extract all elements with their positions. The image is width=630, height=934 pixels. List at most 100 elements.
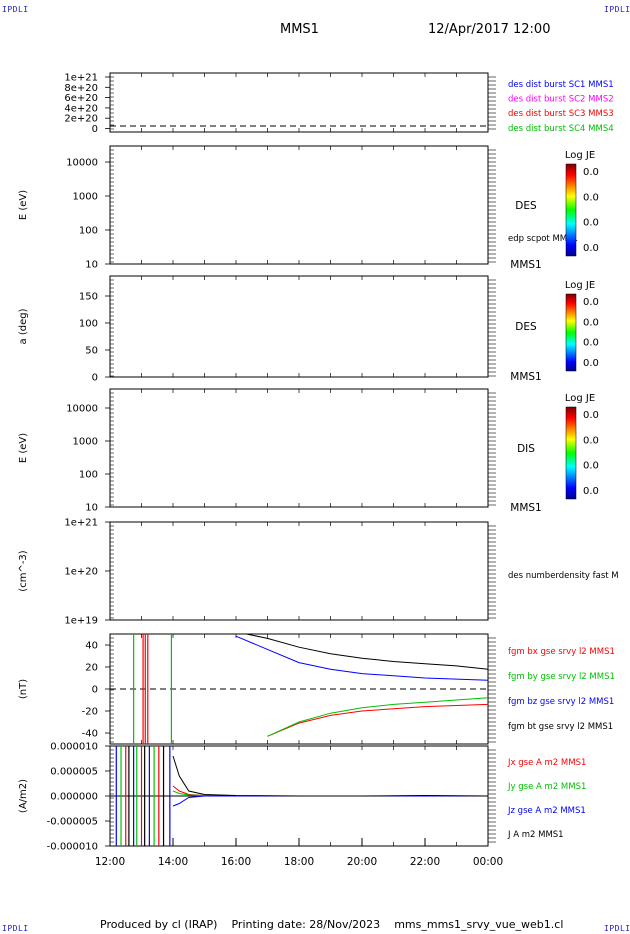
y-tick-label: 50 (85, 346, 98, 357)
y-tick-label: 10000 (66, 404, 98, 415)
y-axis-label: (cm^-3) (18, 550, 29, 591)
colorbar (565, 293, 577, 372)
y-tick-label: 100 (79, 470, 98, 481)
legend-entry: des numberdensity fast M (508, 571, 619, 581)
series-line (172, 795, 488, 807)
y-tick-label: 20 (85, 663, 98, 674)
legend-entry: J A m2 MMS1 (507, 830, 564, 840)
y-axis-label: E (eV) (18, 190, 29, 220)
x-tick-label: 22:00 (410, 856, 440, 868)
legend-entry: fgm bx gse srvy l2 MMS1 (508, 647, 615, 657)
y-tick-label: 150 (79, 292, 98, 303)
colorbar-tick-label: 0.0 (583, 338, 599, 349)
corner-label-top-right: IPDLI (604, 5, 630, 14)
instrument-label: DES (515, 200, 537, 212)
x-tick-label: 14:00 (158, 856, 188, 868)
y-axis-label: a (deg) (18, 308, 29, 344)
colorbar-tick-label: 0.0 (583, 410, 599, 421)
y-tick-label: 1e+20 (64, 567, 98, 578)
legend-entry: des dist burst SC3 MMS3 (508, 109, 614, 119)
x-tick-label: 18:00 (284, 856, 314, 868)
series-line (244, 634, 488, 670)
legend-entry: fgm by gse srvy l2 MMS1 (508, 672, 615, 682)
legend-entry: des dist burst SC1 MMS1 (508, 80, 614, 90)
colorbar-tick-label: 0.0 (583, 218, 599, 229)
colorbar-tick-label: 0.0 (583, 435, 599, 446)
datetime-title: 12/Apr/2017 12:00 (428, 22, 551, 37)
y-tick-label: 1000 (73, 192, 98, 203)
y-tick-label: 10 (85, 260, 98, 271)
corner-label-bottom-right: IPDLI (604, 924, 630, 933)
y-axis-label: (nT) (18, 679, 29, 699)
legend-entry: des dist burst SC4 MMS4 (508, 124, 614, 134)
y-tick-label: 8e+20 (64, 83, 98, 94)
y-tick-label: 1e+21 (64, 518, 98, 529)
legend-entry: Jx gse A m2 MMS1 (507, 758, 586, 768)
legend-entry: fgm bz gse srvy l2 MMS1 (508, 697, 614, 707)
colorbar-tick-label: 0.0 (583, 486, 599, 497)
y-tick-label: 0.000000 (50, 792, 98, 803)
y-tick-label: 10 (85, 503, 98, 514)
y-tick-label: 40 (85, 641, 98, 652)
satellite-title: MMS1 (280, 22, 319, 37)
spacecraft-label: MMS1 (510, 502, 541, 514)
series-line (267, 697, 488, 737)
y-tick-label: 0 (92, 124, 98, 135)
y-tick-label: 2e+20 (64, 114, 98, 125)
x-tick-label: 16:00 (221, 856, 251, 868)
footer-filename: mms_mms1_srvy_vue_web1.cl (394, 918, 564, 931)
y-axis-label: (A/m2) (18, 779, 29, 813)
y-tick-label: 0 (92, 685, 98, 696)
colorbar-tick-label: 0.0 (583, 297, 599, 308)
footer: Produced by cl (IRAP) Printing date: 28/… (100, 918, 563, 931)
legend-entry: des dist burst SC2 MMS2 (508, 95, 614, 105)
x-tick-label: 12:00 (95, 856, 125, 868)
corner-label-top-left: IPDLI (2, 5, 29, 14)
colorbar-title: Log JE (565, 280, 595, 291)
y-tick-label: 10000 (66, 158, 98, 169)
y-tick-label: 1e+21 (64, 73, 98, 84)
spacecraft-label: MMS1 (510, 259, 541, 271)
spacecraft-label: MMS1 (510, 371, 541, 383)
y-tick-label: 0.000005 (50, 767, 98, 778)
panel-frame (109, 145, 489, 265)
panel-frame (109, 388, 489, 508)
overlay-label: edp scpot MMS1 (508, 234, 578, 244)
y-tick-label: 100 (79, 319, 98, 330)
legend-entry: Jz gse A m2 MMS1 (507, 806, 586, 816)
colorbar-tick-label: 0.0 (583, 461, 599, 472)
y-tick-label: -0.000010 (47, 842, 98, 853)
y-tick-label: 6e+20 (64, 93, 98, 104)
x-tick-label: 00:00 (473, 856, 503, 868)
panel-frame (109, 275, 489, 378)
colorbar-tick-label: 0.0 (583, 167, 599, 178)
footer-produced: Produced by cl (IRAP) (100, 918, 218, 931)
y-tick-label: 1000 (73, 437, 98, 448)
x-tick-label: 20:00 (347, 856, 377, 868)
panel-frame (109, 72, 489, 133)
y-tick-label: 4e+20 (64, 103, 98, 114)
colorbar-tick-label: 0.0 (583, 243, 599, 254)
colorbar-tick-label: 0.0 (583, 358, 599, 369)
colorbar (565, 406, 577, 500)
series-line (235, 635, 488, 681)
legend-entry: fgm bt gse srvy l2 MMS1 (508, 722, 613, 732)
b-field-series-group (133, 634, 488, 744)
instrument-label: DES (515, 321, 537, 333)
current-series-group (110, 746, 488, 846)
colorbar (565, 163, 577, 257)
series-line (172, 755, 488, 797)
instrument-label: DIS (517, 443, 535, 455)
y-tick-label: -20 (82, 707, 98, 718)
y-tick-label: -0.000005 (47, 817, 98, 828)
y-tick-label: 100 (79, 226, 98, 237)
colorbar-tick-label: 0.0 (583, 192, 599, 203)
y-tick-label: 0 (92, 373, 98, 384)
colorbar-tick-label: 0.0 (583, 317, 599, 328)
series-line (267, 703, 488, 737)
panel-frame (109, 521, 489, 621)
corner-label-bottom-left: IPDLI (2, 924, 29, 933)
colorbar-title: Log JE (565, 150, 595, 161)
y-tick-label: 0.000010 (50, 742, 98, 753)
